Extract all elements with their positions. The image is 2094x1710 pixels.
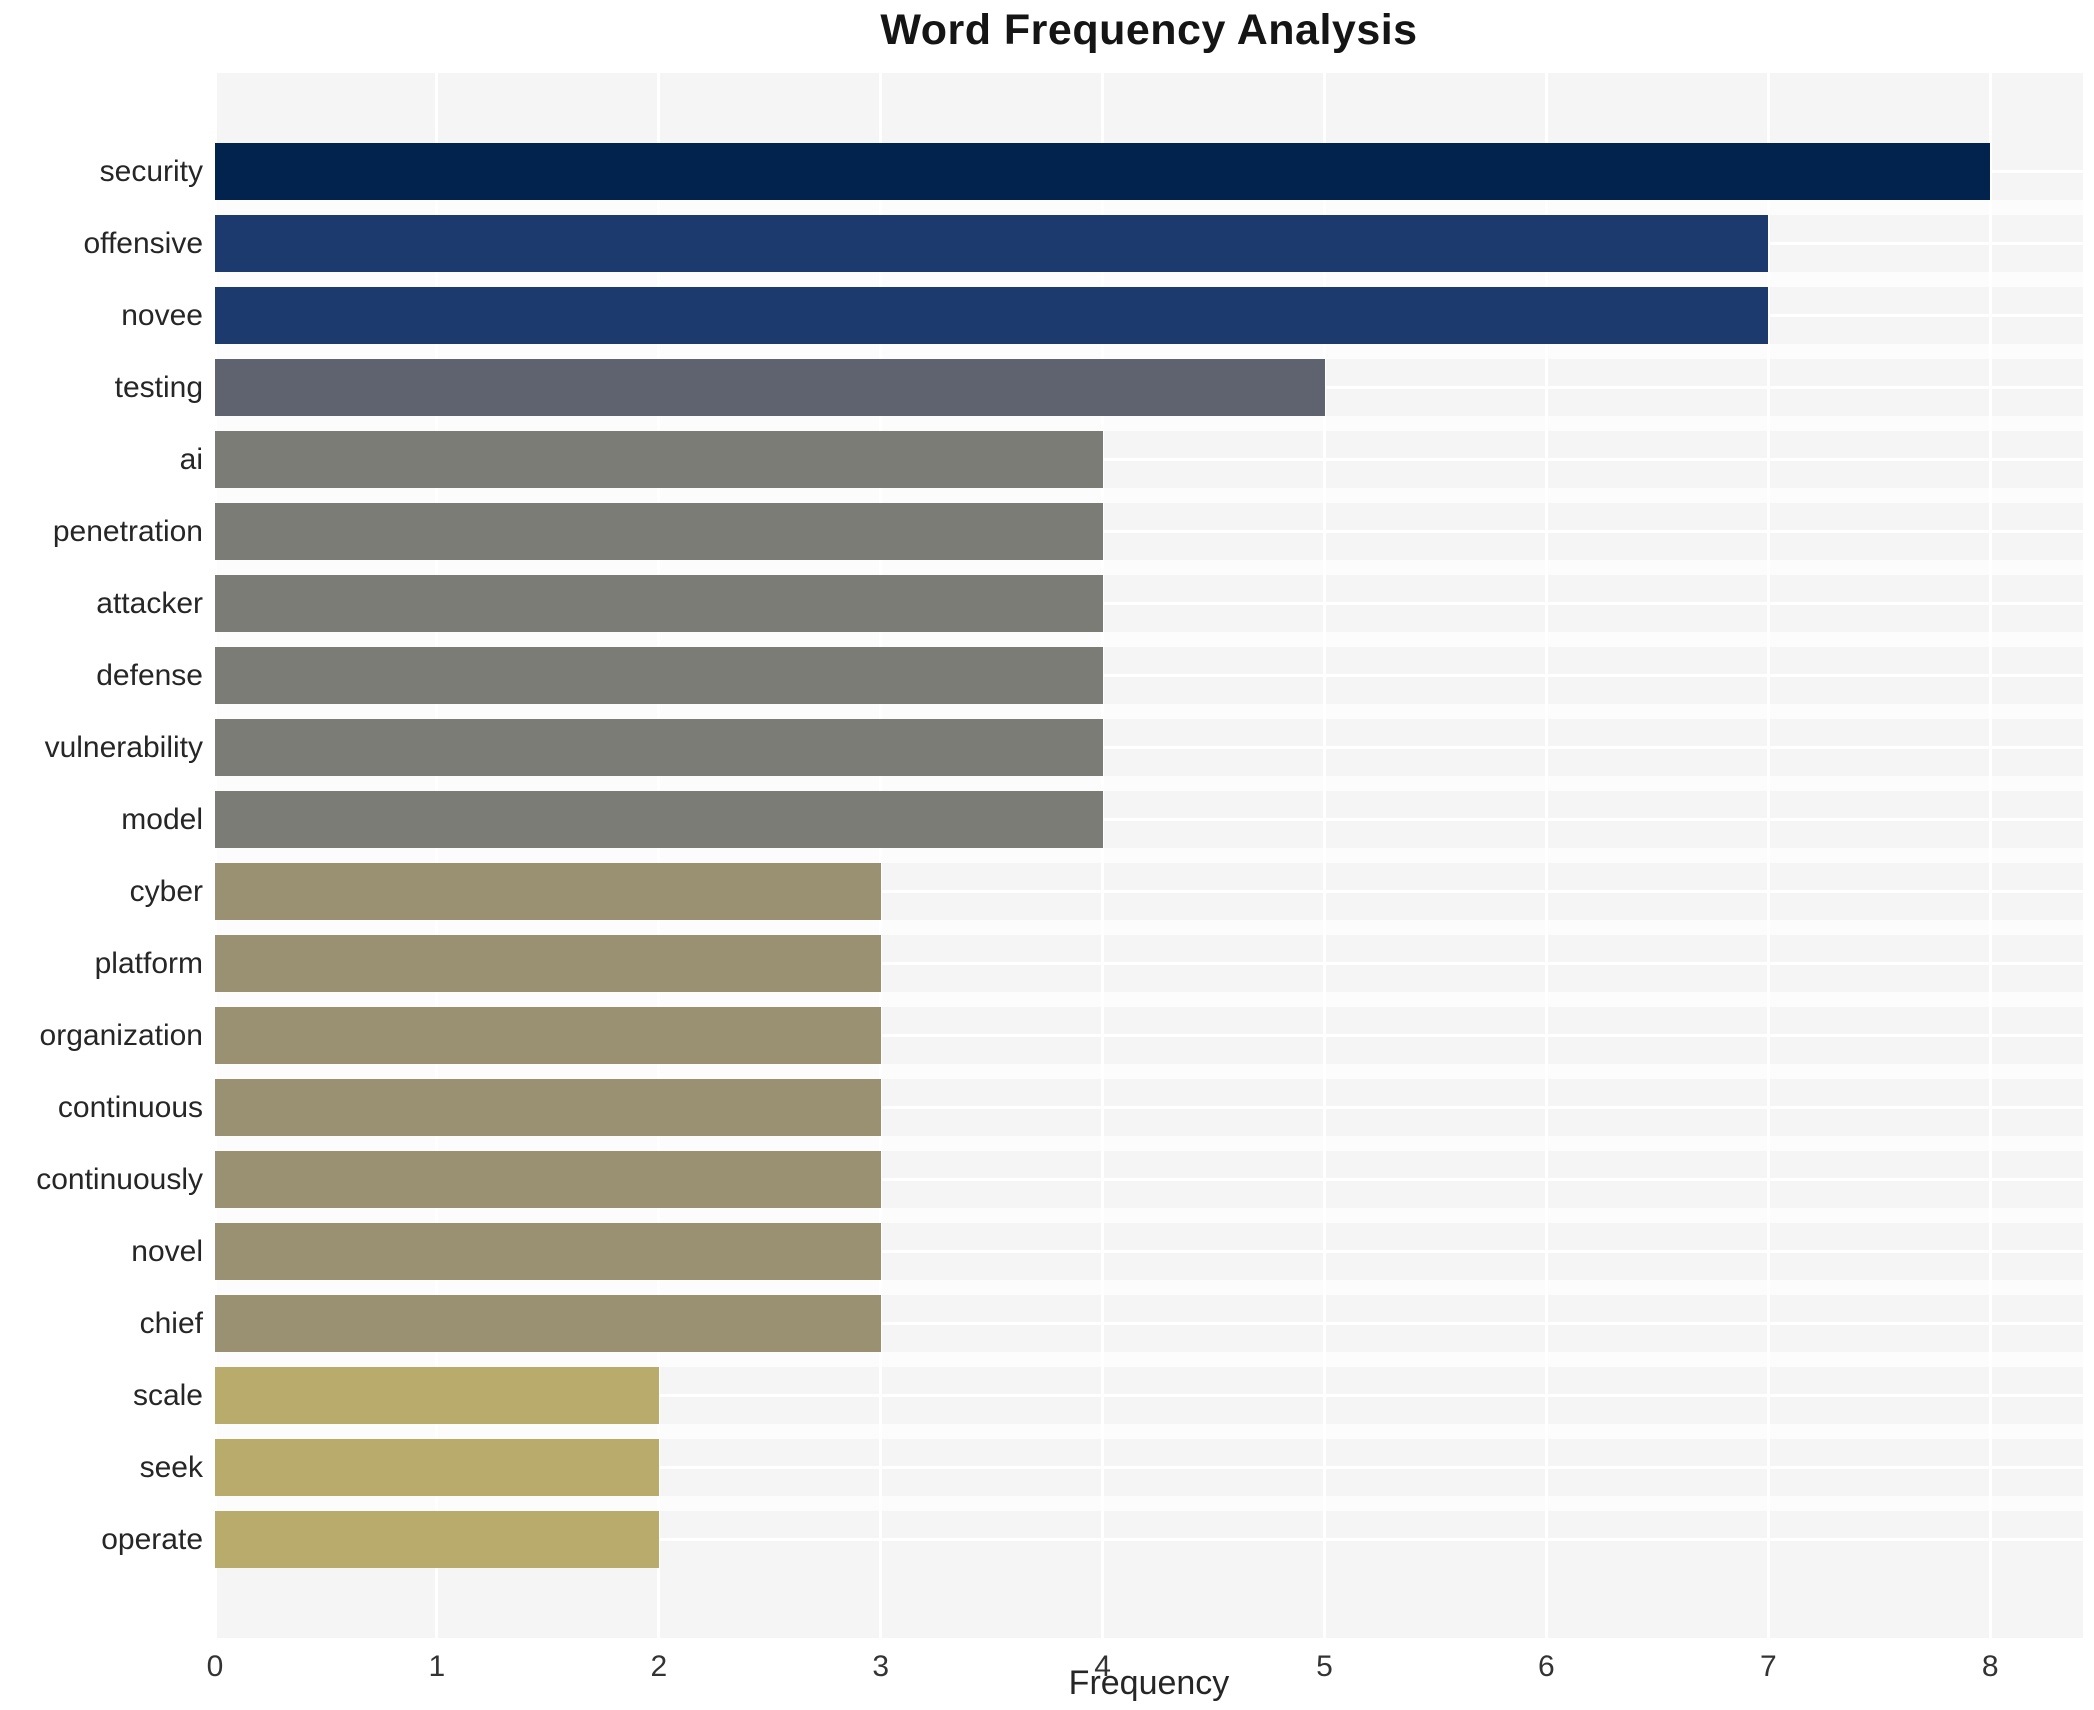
category-label: defense — [96, 659, 203, 692]
x-axis-title: Frequency — [1068, 1664, 1230, 1702]
gridline-horizontal — [215, 818, 2083, 821]
category-label: scale — [132, 1379, 203, 1412]
gridline-horizontal — [215, 1322, 2083, 1325]
category-label: vulnerability — [44, 731, 203, 764]
frequency-bar — [215, 1511, 659, 1568]
category-label: novee — [121, 299, 203, 332]
row-gap-stripe — [215, 560, 2083, 575]
category-label: model — [121, 803, 203, 836]
category-label: continuously — [36, 1163, 203, 1196]
category-label: organization — [39, 1019, 203, 1052]
category-label: platform — [94, 947, 203, 980]
gridline-vertical — [1323, 73, 1326, 1638]
row-gap-stripe — [215, 1496, 2083, 1511]
frequency-bar — [215, 503, 1103, 560]
row-gap-stripe — [215, 704, 2083, 719]
category-label: seek — [139, 1451, 203, 1484]
gridline-horizontal — [215, 890, 2083, 893]
frequency-bar — [215, 143, 1991, 200]
row-gap-stripe — [215, 920, 2083, 935]
frequency-bar — [215, 575, 1103, 632]
row-gap-stripe — [215, 200, 2083, 215]
gridline-vertical — [435, 73, 439, 1638]
row-gap-stripe — [215, 344, 2083, 359]
row-gap-stripe — [215, 1136, 2083, 1151]
row-gap-stripe — [215, 848, 2083, 863]
frequency-bar — [215, 791, 1103, 848]
gridline-vertical — [1766, 73, 1770, 1638]
row-gap-stripe — [215, 776, 2083, 791]
frequency-bar — [215, 647, 1103, 704]
frequency-bar — [215, 1223, 881, 1280]
x-tick-label: 3 — [872, 1650, 890, 1683]
x-tick-label: 0 — [206, 1650, 224, 1683]
category-label: offensive — [83, 227, 203, 260]
gridline-horizontal — [215, 746, 2083, 749]
gridline-vertical — [657, 73, 661, 1638]
category-label: penetration — [52, 515, 203, 548]
gridline-vertical — [1988, 73, 1992, 1638]
x-tick-label: 7 — [1759, 1650, 1777, 1683]
row-gap-stripe — [215, 416, 2083, 431]
gridline-horizontal — [215, 530, 2083, 533]
category-label: novel — [131, 1235, 203, 1268]
x-tick-label: 2 — [650, 1650, 668, 1683]
plot-area — [213, 73, 2083, 1638]
gridline-horizontal — [215, 602, 2083, 605]
category-label: chief — [139, 1307, 203, 1340]
gridline-horizontal — [215, 1106, 2083, 1109]
row-gap-stripe — [215, 1424, 2083, 1439]
row-gap-stripe — [215, 1352, 2083, 1367]
gridline-horizontal — [215, 1034, 2083, 1037]
frequency-bar — [215, 1367, 659, 1424]
gridline-vertical — [1101, 73, 1105, 1638]
row-gap-stripe — [215, 992, 2083, 1007]
row-gap-stripe — [215, 488, 2083, 503]
gridline-horizontal — [215, 674, 2083, 677]
frequency-bar — [215, 431, 1103, 488]
gridline-vertical — [879, 73, 883, 1638]
frequency-bar — [215, 1295, 881, 1352]
frequency-bar — [215, 215, 1769, 272]
category-label: security — [99, 155, 203, 188]
x-tick-label: 6 — [1538, 1650, 1555, 1683]
category-label: operate — [101, 1523, 203, 1556]
gridline-horizontal — [215, 458, 2083, 461]
row-gap-stripe — [215, 632, 2083, 647]
row-gap-stripe — [215, 1280, 2083, 1295]
frequency-bar — [215, 935, 881, 992]
gridline-vertical — [213, 73, 217, 1638]
frequency-bar — [215, 1439, 659, 1496]
frequency-bar — [215, 1151, 881, 1208]
category-label: cyber — [129, 875, 203, 908]
x-tick-label: 1 — [428, 1650, 446, 1683]
category-label: continuous — [57, 1091, 203, 1124]
x-tick-label: 5 — [1316, 1650, 1333, 1683]
frequency-bar — [215, 287, 1769, 344]
frequency-bar — [215, 719, 1103, 776]
category-label: attacker — [96, 587, 203, 620]
gridline-vertical — [1544, 73, 1548, 1638]
gridline-horizontal — [215, 1394, 2083, 1397]
x-tick-label: 8 — [1981, 1650, 1999, 1683]
gridline-horizontal — [215, 962, 2083, 965]
frequency-bar — [215, 359, 1325, 416]
x-tick-label: 4 — [1094, 1650, 1111, 1683]
frequency-bar — [215, 1079, 881, 1136]
frequency-bar — [215, 863, 881, 920]
row-gap-stripe — [215, 1064, 2083, 1079]
gridline-horizontal — [215, 1538, 2083, 1541]
gridline-horizontal — [215, 1466, 2083, 1469]
frequency-bar — [215, 1007, 881, 1064]
row-gap-stripe — [215, 272, 2083, 287]
chart-title: Word Frequency Analysis — [880, 6, 1418, 54]
category-label: testing — [114, 371, 203, 404]
gridline-horizontal — [215, 1250, 2083, 1253]
category-label: ai — [179, 443, 203, 476]
gridline-horizontal — [215, 1178, 2083, 1181]
row-gap-stripe — [215, 1208, 2083, 1223]
